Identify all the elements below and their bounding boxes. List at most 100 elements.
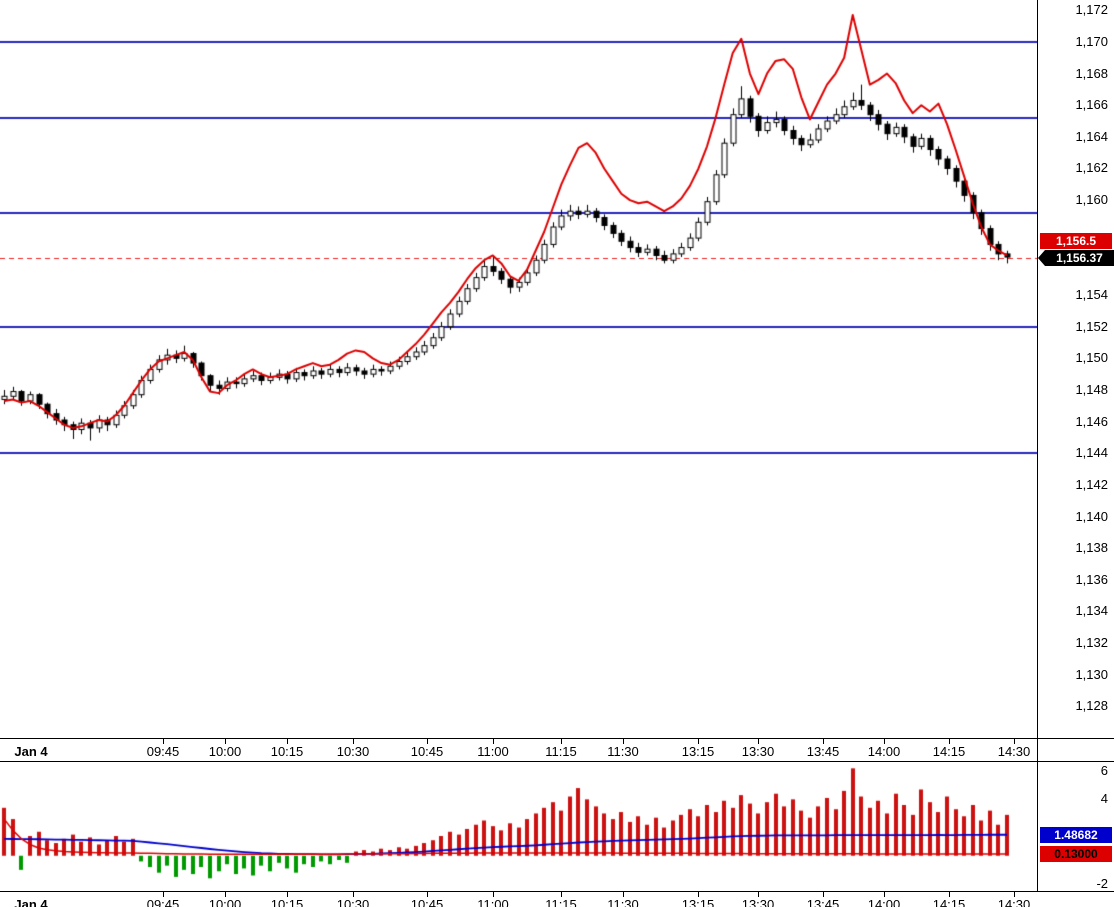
last-trade-price-box: 1,156.37: [1038, 250, 1114, 266]
time-label: 09:45: [146, 897, 180, 907]
time-axis-tick: [225, 739, 226, 744]
time-label: 14:15: [932, 744, 966, 759]
time-axis-tick: [949, 892, 950, 897]
price-axis-label: 1,154: [1075, 287, 1108, 302]
time-label: 10:00: [208, 897, 242, 907]
time-axis-tick: [884, 739, 885, 744]
time-label: 14:30: [997, 744, 1031, 759]
time-label: 11:30: [607, 744, 639, 759]
price-axis-label: 1,146: [1075, 414, 1108, 429]
time-axis-tick: [427, 892, 428, 897]
time-axis-tick: [427, 739, 428, 744]
time-axis-tick: [353, 739, 354, 744]
price-axis-label: 1,138: [1075, 540, 1108, 555]
lower-time-axis: Jan 4 09:45 10:00 10:15 10:30 10:45 11:00 11:15…: [0, 892, 1037, 907]
time-axis-tick: [287, 892, 288, 897]
price-axis-label: 1,172: [1075, 2, 1108, 17]
time-label: 11:00: [477, 744, 509, 759]
time-axis-tick: [884, 892, 885, 897]
time-label: 14:00: [867, 897, 901, 907]
time-label: 10:45: [410, 744, 444, 759]
time-label: 14:15: [932, 897, 966, 907]
price-axis-border: [1037, 0, 1038, 891]
price-axis-label: 1,144: [1075, 445, 1108, 460]
time-axis-tick: [287, 739, 288, 744]
indicator-chart-canvas[interactable]: [0, 762, 1037, 891]
time-label: 14:30: [997, 897, 1031, 907]
date-label: Jan 4: [14, 744, 48, 759]
price-axis-label: 1,170: [1075, 34, 1108, 49]
price-axis-label: 1,152: [1075, 319, 1108, 334]
indicator-axis-label: 6: [1100, 763, 1108, 778]
last-trade-price-text: 1,156.37: [1045, 250, 1114, 266]
price-axis-label: 1,168: [1075, 66, 1108, 81]
time-axis-tick: [698, 892, 699, 897]
time-axis-tick: [698, 739, 699, 744]
price-axis-label: 1,162: [1075, 160, 1108, 175]
time-label: 10:00: [208, 744, 242, 759]
main-time-axis: Jan 4 09:45 10:00 10:15 10:30 10:45 11:00 11:15…: [0, 739, 1037, 761]
time-label: 13:15: [681, 744, 715, 759]
time-axis-tick: [1014, 892, 1015, 897]
price-axis-label: 1,136: [1075, 572, 1108, 587]
time-axis-tick: [758, 739, 759, 744]
time-axis-tick: [561, 892, 562, 897]
time-label: 09:45: [146, 744, 180, 759]
time-axis-tick: [823, 892, 824, 897]
time-axis-tick: [1014, 739, 1015, 744]
price-axis-label: 1,134: [1075, 603, 1108, 618]
time-label: 11:30: [607, 897, 639, 907]
time-axis-tick: [758, 892, 759, 897]
price-axis-label: 1,150: [1075, 350, 1108, 365]
indicator-blue-value-text: 1.48682: [1054, 828, 1098, 842]
time-label: 10:30: [336, 744, 370, 759]
time-label: 13:45: [806, 744, 840, 759]
time-label: 10:30: [336, 897, 370, 907]
indicator-axis-label: -2: [1096, 876, 1108, 891]
time-axis-tick: [225, 892, 226, 897]
time-label: 10:45: [410, 897, 444, 907]
time-axis-tick: [823, 739, 824, 744]
time-axis-tick: [623, 739, 624, 744]
time-label: 11:00: [477, 897, 509, 907]
price-axis-label: 1,148: [1075, 382, 1108, 397]
overlay-last-value-text: 1,156.5: [1055, 234, 1097, 248]
price-axis-label: 1,142: [1075, 477, 1108, 492]
time-label: 11:15: [545, 897, 577, 907]
time-axis-tick: [163, 892, 164, 897]
main-panel-bottom-border: [0, 738, 1114, 739]
price-axis-label: 1,130: [1075, 667, 1108, 682]
time-label: 13:30: [741, 744, 775, 759]
indicator-red-value-text: 0.13000: [1054, 847, 1098, 861]
main-price-axis: 1,172 1,170 1,168 1,166 1,164 1,162 1,160 1,154…: [1037, 0, 1114, 738]
indicator-red-value-box: 0.13000: [1040, 846, 1112, 862]
time-axis-tick: [163, 739, 164, 744]
indicator-blue-value-box: 1.48682: [1040, 827, 1112, 843]
time-axis-tick: [493, 892, 494, 897]
date-label: Jan 4: [14, 897, 48, 907]
time-label: 11:15: [545, 744, 577, 759]
time-label: 13:45: [806, 897, 840, 907]
price-axis-label: 1,128: [1075, 698, 1108, 713]
indicator-axis: 6 4 -2: [1037, 762, 1114, 891]
time-label: 10:15: [270, 897, 304, 907]
overlay-last-value-box: 1,156.5: [1040, 233, 1112, 249]
time-label: 14:00: [867, 744, 901, 759]
indicator-axis-label: 4: [1100, 791, 1108, 806]
main-chart-canvas[interactable]: [0, 0, 1037, 738]
time-axis-tick: [561, 739, 562, 744]
time-label: 13:30: [741, 897, 775, 907]
time-axis-tick: [493, 739, 494, 744]
price-axis-label: 1,166: [1075, 97, 1108, 112]
time-label: 13:15: [681, 897, 715, 907]
time-axis-tick: [623, 892, 624, 897]
price-axis-label: 1,160: [1075, 192, 1108, 207]
panel-divider[interactable]: [0, 761, 1114, 762]
time-axis-tick: [949, 739, 950, 744]
indicator-panel-bottom-border: [0, 891, 1114, 892]
price-box-arrow-icon: [1038, 250, 1045, 266]
price-axis-label: 1,140: [1075, 509, 1108, 524]
price-axis-label: 1,164: [1075, 129, 1108, 144]
time-label: 10:15: [270, 744, 304, 759]
